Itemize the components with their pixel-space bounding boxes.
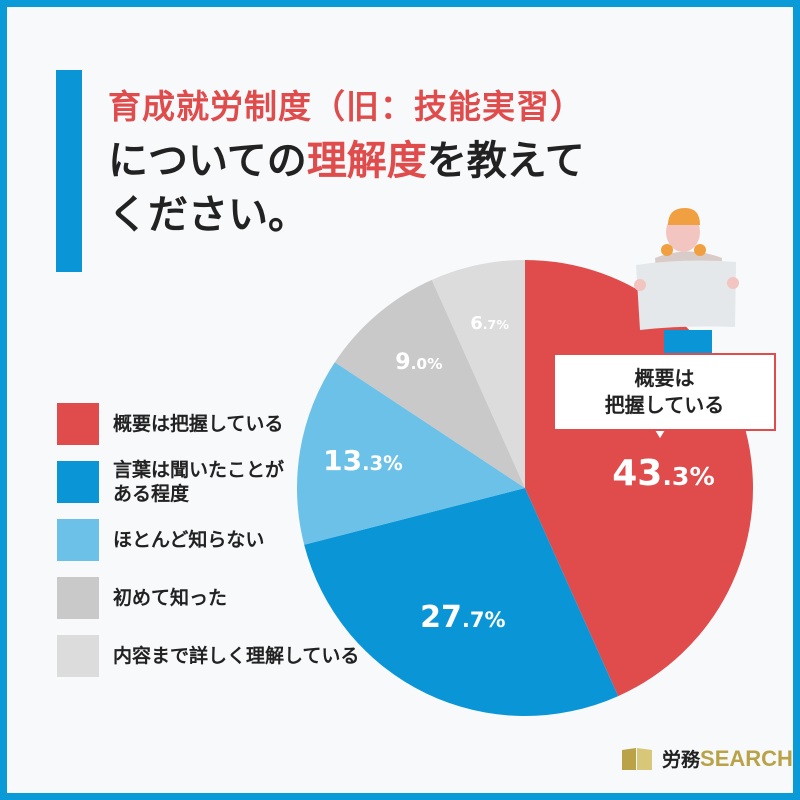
legend-swatch bbox=[57, 519, 99, 561]
title-text: を教えて bbox=[426, 138, 585, 184]
legend-item: 初めて知った bbox=[57, 577, 359, 619]
pie-slice bbox=[296, 362, 525, 545]
legend-label: 内容まで詳しく理解している bbox=[113, 645, 360, 667]
data-label: 13.3% bbox=[323, 444, 403, 478]
logo-latin: SEARCH bbox=[700, 745, 793, 771]
logo-kanji: 労務 bbox=[662, 749, 701, 771]
pie-slice bbox=[334, 279, 525, 488]
pie-slice bbox=[304, 488, 619, 716]
data-label: 27.7% bbox=[420, 599, 506, 635]
legend-swatch bbox=[57, 461, 99, 503]
data-label: 6.7% bbox=[470, 312, 509, 334]
title-highlight: 理解度 bbox=[306, 138, 427, 184]
legend-label: ほとんど知らない bbox=[113, 529, 265, 551]
legend-label: 初めて知った bbox=[113, 587, 228, 609]
legend-swatch bbox=[57, 635, 99, 677]
legend: 概要は把握している 言葉は聞いたことが ある程度 ほとんど知らない 初めて知った … bbox=[57, 403, 359, 693]
callout-box: 概要は 把握している bbox=[553, 353, 776, 431]
page-title: 育成就労制度（旧：技能実習） についての理解度を教えて ください。 bbox=[108, 80, 585, 242]
callout-text: 把握している bbox=[604, 393, 725, 417]
legend-item: ほとんど知らない bbox=[57, 519, 359, 561]
legend-label: 概要は把握している bbox=[113, 413, 284, 435]
legend-swatch bbox=[57, 577, 99, 619]
title-text: についての bbox=[108, 138, 307, 184]
data-label: 43.3% bbox=[612, 452, 715, 494]
legend-label: 言葉は聞いたことが ある程度 bbox=[113, 459, 285, 505]
pie-slice bbox=[431, 260, 525, 488]
title-accent-bar bbox=[56, 70, 82, 272]
data-label: 9.0% bbox=[395, 350, 443, 376]
legend-item: 概要は把握している bbox=[57, 403, 359, 445]
title-line-3: ください。 bbox=[108, 192, 308, 238]
callout-text: 概要は bbox=[634, 366, 695, 390]
logo-book-icon bbox=[622, 747, 652, 770]
legend-item: 内容まで詳しく理解している bbox=[57, 635, 359, 677]
legend-swatch bbox=[57, 403, 99, 445]
title-line-2: についての理解度を教えて bbox=[108, 134, 585, 188]
title-line-1: 育成就労制度（旧：技能実習） bbox=[108, 87, 584, 126]
logo: 労務 SEARCH bbox=[620, 745, 793, 772]
legend-item: 言葉は聞いたことが ある程度 bbox=[57, 459, 359, 505]
